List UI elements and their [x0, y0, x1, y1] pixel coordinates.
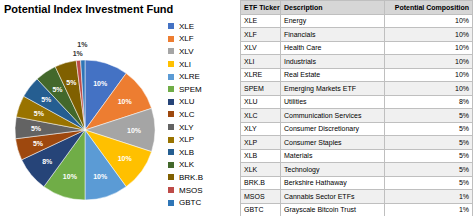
svg-text:5%: 5% [34, 110, 45, 117]
html-text:XLK: XLK [179, 160, 195, 170]
svg-text:10%: 10% [93, 173, 108, 180]
svg-text:5%: 5% [52, 86, 63, 93]
html-text:10%: 10% [455, 44, 469, 52]
html-text:XLRE: XLRE [244, 71, 263, 79]
html-text:10%: 10% [455, 17, 469, 25]
html-text:5%: 5% [458, 179, 469, 187]
html-text:XLY: XLY [179, 122, 194, 132]
svg-text:1%: 1% [73, 50, 84, 57]
html-text:1%: 1% [458, 206, 469, 214]
html-text:XLF: XLF [179, 34, 194, 44]
html-text:GBTC: GBTC [244, 206, 264, 214]
html-text:XLC: XLC [179, 110, 195, 119]
svg-text:10%: 10% [93, 80, 108, 87]
html-text:XLP: XLP [244, 138, 258, 146]
html-text:XLF: XLF [244, 30, 257, 38]
html-text:XLV: XLV [244, 44, 257, 52]
html-text:Consumer Staples: Consumer Staples [284, 138, 342, 146]
html-text:GBTC: GBTC [179, 198, 202, 208]
html-text:Health Care: Health Care [284, 44, 322, 52]
svg-text:10%: 10% [118, 98, 133, 105]
html-text:XLI: XLI [179, 59, 191, 69]
html-text:SPEM: SPEM [244, 84, 264, 92]
html-text:5%: 5% [458, 111, 469, 119]
svg-text:10%: 10% [127, 127, 142, 134]
svg-text:5%: 5% [66, 79, 77, 86]
html-text:Potential Index Investment Fun: Potential Index Investment Fund [4, 3, 174, 15]
html-text:8%: 8% [458, 98, 469, 106]
html-text:XLRE: XLRE [179, 72, 200, 82]
html-text:XLE: XLE [179, 21, 195, 31]
html-text:5%: 5% [458, 138, 469, 146]
html-text:Berkshire Hathaway: Berkshire Hathaway [284, 179, 347, 187]
html-text:Communication Services: Communication Services [284, 111, 362, 119]
html-text:XLU: XLU [244, 98, 258, 106]
svg-text:10%: 10% [63, 173, 78, 180]
html-text:MSOS: MSOS [244, 192, 265, 200]
html-text:BRK.B: BRK.B [179, 172, 203, 182]
html-text:Grayscale Bitcoin Trust: Grayscale Bitcoin Trust [284, 206, 356, 214]
html-text:Energy: Energy [284, 17, 307, 25]
html-text:XLB: XLB [244, 152, 258, 160]
html-text:Materials: Materials [284, 152, 313, 160]
html-text:10%: 10% [455, 71, 469, 79]
html-text:XLV: XLV [179, 47, 194, 56]
html-text:SPEM: SPEM [179, 84, 202, 94]
html-text:10%: 10% [455, 57, 469, 65]
svg-text:8%: 8% [42, 158, 53, 165]
html-text:XLU: XLU [179, 97, 195, 107]
html-text:BRK.B: BRK.B [244, 179, 265, 187]
html-text:XLB: XLB [179, 147, 195, 157]
html-text:XLP: XLP [179, 135, 195, 145]
html-text:Industrials: Industrials [284, 57, 316, 65]
html-text:Potential Composition: Potential Composition [394, 3, 469, 11]
html-text:Technology: Technology [284, 165, 320, 173]
html-text:10%: 10% [455, 84, 469, 92]
html-text:XLC: XLC [244, 111, 258, 119]
html-text:10%: 10% [455, 30, 469, 38]
html-text:Utilities: Utilities [284, 98, 307, 106]
html-text:ETF Ticker: ETF Ticker [244, 3, 280, 11]
html-text:Emerging Markets ETF: Emerging Markets ETF [284, 84, 356, 92]
html-text:XLI: XLI [244, 57, 255, 65]
html-text:Real Estate: Real Estate [284, 71, 321, 79]
html-text:Consumer Discretionary: Consumer Discretionary [284, 125, 360, 133]
html-text:Description: Description [284, 3, 323, 11]
html-text:XLY: XLY [244, 125, 257, 133]
html-text:5%: 5% [458, 165, 469, 173]
svg-text:1%: 1% [77, 41, 88, 48]
html-text:Financials: Financials [284, 30, 316, 38]
svg-text:5%: 5% [41, 96, 52, 103]
html-text:Cannabis Sector ETFs: Cannabis Sector ETFs [284, 192, 355, 200]
svg-text:10%: 10% [118, 155, 133, 162]
html-text:5%: 5% [458, 125, 469, 133]
html-text:1%: 1% [458, 192, 469, 200]
html-text:5%: 5% [458, 152, 469, 160]
html-text:XLE: XLE [244, 17, 258, 25]
svg-text:5%: 5% [33, 140, 44, 147]
svg-text:5%: 5% [31, 125, 42, 132]
html-text:MSOS: MSOS [179, 185, 203, 195]
html-text:XLK: XLK [244, 165, 258, 173]
